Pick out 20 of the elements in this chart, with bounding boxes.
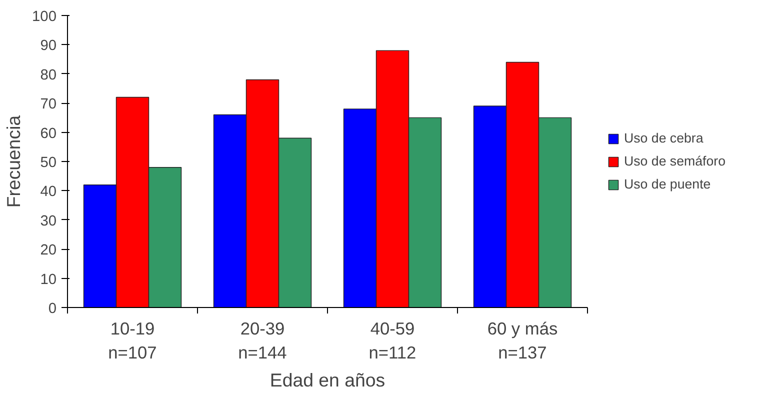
y-tick-label: 100 <box>32 9 57 25</box>
y-axis-title: Frecuencia <box>3 114 24 208</box>
x-tick-label: 10-19 n=107 <box>108 318 157 362</box>
x-tick-label: 20-39 n=144 <box>238 318 288 362</box>
x-tick-label: 40-59 n=112 <box>368 318 416 362</box>
y-tick-label: 70 <box>40 96 57 113</box>
y-tick-label: 90 <box>40 38 57 54</box>
y-tick-label: 80 <box>40 67 57 84</box>
y-tick-label: 50 <box>40 155 57 171</box>
y-tick-label: 30 <box>40 213 57 230</box>
legend-label: Uso de cebra <box>624 130 704 146</box>
y-tick-label: 40 <box>40 184 57 200</box>
x-tick-label: 60 y más n=137 <box>487 318 558 362</box>
legend-label: Uso de puente <box>624 176 711 192</box>
y-tick-label: 10 <box>40 272 57 288</box>
x-axis-title: Edad en años <box>270 370 386 390</box>
legend-label: Uso de semáforo <box>624 154 726 168</box>
y-tick-label: 60 <box>40 126 57 142</box>
y-tick-label: 20 <box>40 242 57 259</box>
y-tick-label: 0 <box>48 301 57 317</box>
